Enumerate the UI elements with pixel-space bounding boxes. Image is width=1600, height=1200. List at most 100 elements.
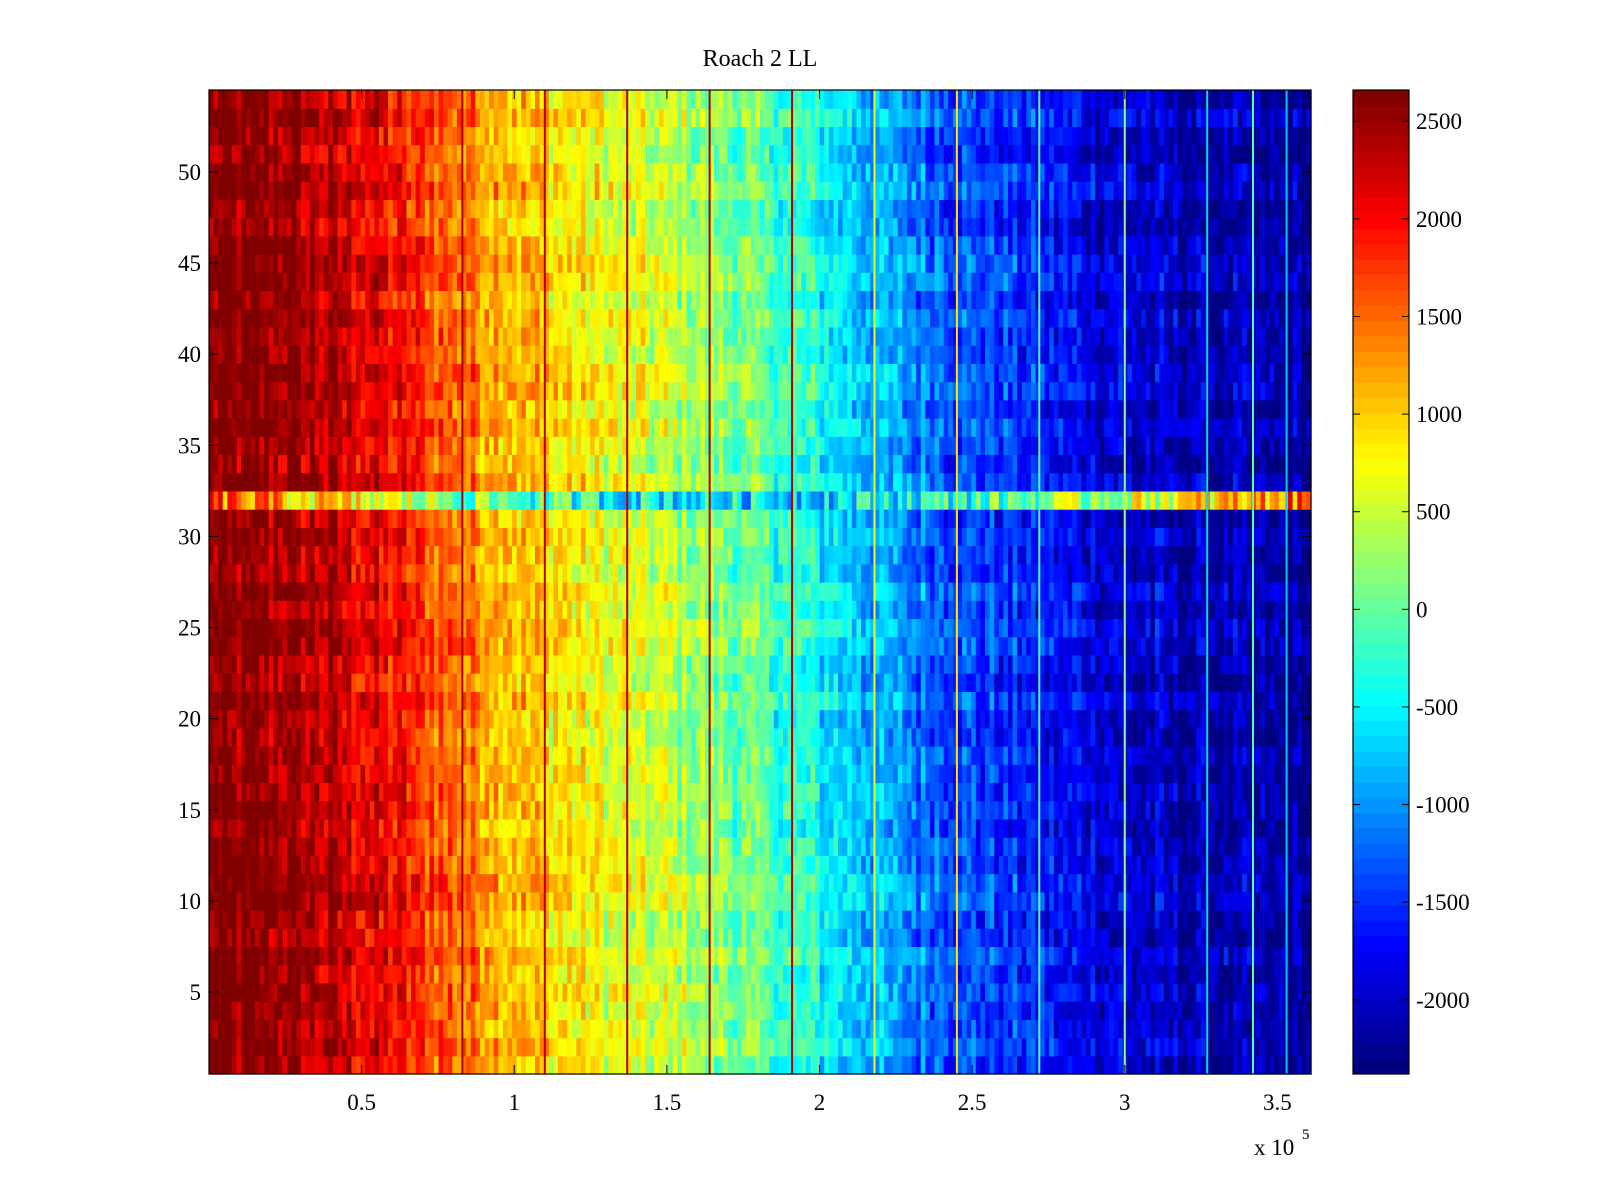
heatmap-cell	[1265, 782, 1271, 802]
heatmap-cell	[1200, 800, 1206, 820]
heatmap-cell	[360, 982, 366, 1002]
heatmap-cell	[484, 764, 490, 784]
heatmap-cell	[847, 1001, 853, 1020]
heatmap-cell	[631, 727, 637, 747]
heatmap-cell	[300, 1001, 307, 1020]
heatmap-cell	[608, 764, 614, 784]
heatmap-cell	[888, 964, 894, 984]
heatmap-cell	[599, 1001, 605, 1020]
heatmap-cell	[1063, 837, 1069, 856]
heatmap-cell	[1007, 837, 1014, 856]
heatmap-cell	[874, 764, 880, 784]
heatmap-cell	[1035, 837, 1041, 856]
heatmap-cell	[250, 782, 256, 802]
heatmap-cell	[580, 1037, 587, 1057]
heatmap-cell	[778, 727, 784, 747]
heatmap-cell	[1242, 946, 1248, 966]
heatmap-cell	[994, 1019, 1000, 1039]
heatmap-cell	[489, 873, 495, 893]
heatmap-cell	[277, 818, 284, 838]
heatmap-cell	[828, 946, 835, 966]
heatmap-cell	[571, 709, 577, 729]
heatmap-cell	[351, 946, 357, 966]
heatmap-cell	[310, 709, 316, 729]
heatmap-cell	[1127, 1055, 1133, 1075]
heatmap-cell	[535, 946, 541, 966]
heatmap-cell	[1118, 1001, 1124, 1020]
heatmap-cell	[980, 837, 986, 856]
heatmap-cell	[521, 837, 527, 856]
heatmap-cell	[369, 782, 375, 802]
heatmap-cell	[883, 855, 890, 875]
heatmap-cell	[883, 1001, 890, 1020]
heatmap-cell	[1127, 764, 1133, 784]
heatmap-cell	[1003, 764, 1009, 784]
heatmap-cell	[966, 764, 972, 784]
heatmap-cell	[530, 964, 536, 984]
heatmap-cell	[337, 873, 343, 893]
heatmap-cell	[1164, 1019, 1170, 1039]
heatmap-cell	[824, 964, 830, 984]
heatmap-cell	[971, 691, 977, 711]
heatmap-cell	[1113, 818, 1119, 838]
heatmap-cell	[760, 855, 766, 875]
heatmap-cell	[231, 727, 238, 747]
heatmap-cell	[1297, 1037, 1303, 1057]
heatmap-cell	[388, 855, 394, 875]
heatmap-cell	[539, 746, 545, 765]
heatmap-cell	[1090, 1019, 1096, 1039]
heatmap-cell	[562, 818, 568, 838]
heatmap-cell	[796, 910, 802, 929]
heatmap-cell	[1104, 910, 1110, 929]
heatmap-cell	[1095, 928, 1101, 948]
heatmap-cell	[438, 746, 444, 765]
heatmap-cell	[1099, 855, 1105, 875]
heatmap-cell	[994, 764, 1000, 784]
heatmap-cell	[1168, 1055, 1174, 1075]
heatmap-cell	[1104, 691, 1110, 711]
heatmap-cell	[1063, 1001, 1069, 1020]
heatmap-cell	[1255, 1055, 1262, 1075]
heatmap-cell	[893, 1001, 899, 1020]
heatmap-cell	[851, 709, 858, 729]
heatmap-cell	[1182, 727, 1188, 747]
heatmap-cell	[773, 837, 779, 856]
heatmap-cell	[599, 873, 605, 893]
heatmap-cell	[1255, 964, 1262, 984]
heatmap-cell	[1063, 727, 1069, 747]
heatmap-cell	[1067, 946, 1073, 966]
heatmap-cell	[447, 727, 453, 747]
heatmap-cell	[764, 1037, 770, 1057]
heatmap-cell	[833, 910, 839, 929]
heatmap-cell	[787, 891, 793, 911]
heatmap-cell	[764, 818, 770, 838]
heatmap-cell	[649, 782, 655, 802]
heatmap-cell	[870, 910, 876, 929]
heatmap-cell	[447, 964, 453, 984]
heatmap-cell	[792, 709, 798, 729]
heatmap-cell	[1141, 727, 1147, 747]
heatmap-cell	[1090, 946, 1096, 966]
heatmap-cell	[925, 873, 931, 893]
heatmap-cell	[424, 782, 430, 802]
heatmap-cell	[672, 946, 678, 966]
heatmap-cell	[1219, 818, 1225, 838]
heatmap-cell	[337, 964, 343, 984]
heatmap-cell	[764, 946, 770, 966]
heatmap-cell	[355, 764, 362, 784]
heatmap-cell	[209, 1055, 215, 1075]
heatmap-cell	[287, 1001, 293, 1020]
heatmap-cell	[1237, 873, 1243, 893]
heatmap-cell	[943, 946, 949, 966]
heatmap-cell	[948, 782, 954, 802]
heatmap-cell	[645, 873, 651, 893]
heatmap-cell	[608, 746, 614, 765]
heatmap-cell	[1182, 964, 1188, 984]
heatmap-cell	[590, 1019, 596, 1039]
heatmap-cell	[310, 873, 316, 893]
heatmap-cell	[525, 727, 532, 747]
heatmap-cell	[1044, 910, 1050, 929]
heatmap-cell	[755, 982, 761, 1002]
heatmap-cell	[507, 764, 513, 784]
heatmap-cell	[323, 891, 329, 911]
